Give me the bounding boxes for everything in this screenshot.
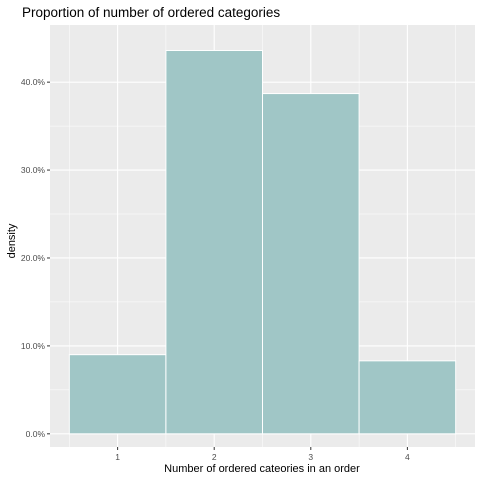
y-tick-label: 40.0% (21, 77, 46, 87)
x-axis: 1 2 3 4 (115, 447, 410, 462)
chart-title: Proportion of number of ordered categori… (22, 5, 280, 20)
x-tick-label: 3 (308, 452, 313, 462)
x-tick-label: 4 (405, 452, 410, 462)
x-tick-label: 1 (115, 452, 120, 462)
y-tick-label: 10.0% (21, 341, 46, 351)
bars (68, 49, 457, 435)
y-tick-label: 0.0% (26, 429, 46, 439)
y-axis-title: density (6, 223, 18, 258)
y-axis: 0.0% 10.0% 20.0% 30.0% 40.0% (21, 77, 50, 439)
bar-3 (262, 93, 360, 435)
bar-2 (165, 49, 263, 435)
bar-1 (68, 354, 167, 435)
x-axis-title: Number of ordered cateories in an order (164, 463, 360, 475)
bar-4 (358, 360, 457, 435)
y-tick-label: 30.0% (21, 165, 46, 175)
x-tick-label: 2 (212, 452, 217, 462)
y-tick-label: 20.0% (21, 253, 46, 263)
